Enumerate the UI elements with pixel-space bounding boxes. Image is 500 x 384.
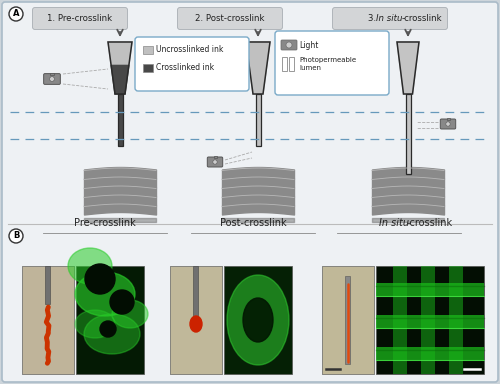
FancyBboxPatch shape — [275, 31, 389, 95]
Bar — [393, 266, 407, 374]
Circle shape — [9, 7, 23, 21]
Ellipse shape — [75, 310, 115, 338]
Ellipse shape — [112, 300, 148, 328]
Bar — [322, 266, 374, 374]
Polygon shape — [111, 65, 129, 94]
Text: Post-crosslink: Post-crosslink — [220, 218, 286, 228]
Bar — [421, 266, 435, 374]
Text: 2. Post-crosslink: 2. Post-crosslink — [195, 14, 265, 23]
Bar — [256, 94, 260, 146]
Bar — [170, 266, 222, 374]
Bar — [22, 266, 74, 374]
Circle shape — [9, 229, 23, 243]
Bar — [406, 94, 410, 174]
FancyBboxPatch shape — [44, 74, 60, 84]
Text: Light: Light — [299, 40, 318, 50]
Bar — [376, 347, 484, 361]
Circle shape — [446, 122, 450, 126]
FancyBboxPatch shape — [178, 8, 282, 30]
Bar — [289, 57, 294, 71]
Bar — [446, 118, 450, 120]
Polygon shape — [246, 42, 270, 94]
FancyBboxPatch shape — [32, 8, 128, 30]
Ellipse shape — [243, 298, 273, 342]
Bar — [376, 266, 484, 374]
Bar — [376, 266, 484, 374]
Text: -crosslink: -crosslink — [402, 14, 442, 23]
Bar — [143, 46, 153, 54]
Bar — [76, 266, 144, 374]
Bar — [22, 266, 74, 374]
Bar — [45, 266, 50, 304]
Circle shape — [85, 264, 115, 294]
Bar — [143, 64, 153, 72]
Text: A: A — [13, 10, 19, 18]
FancyBboxPatch shape — [135, 37, 249, 91]
FancyBboxPatch shape — [440, 119, 456, 129]
Bar — [50, 73, 53, 75]
Bar — [345, 276, 350, 364]
Circle shape — [110, 290, 134, 314]
Bar — [376, 315, 484, 329]
Ellipse shape — [227, 275, 289, 365]
Bar — [376, 283, 484, 297]
Bar — [76, 266, 144, 374]
Circle shape — [286, 42, 292, 48]
Text: B: B — [13, 232, 19, 240]
Polygon shape — [108, 42, 132, 65]
FancyBboxPatch shape — [208, 157, 222, 167]
Ellipse shape — [84, 314, 140, 354]
Circle shape — [100, 321, 116, 337]
Ellipse shape — [75, 272, 135, 316]
Bar — [282, 57, 287, 71]
FancyBboxPatch shape — [332, 8, 448, 30]
Bar — [170, 266, 222, 374]
Text: Uncrosslinked ink: Uncrosslinked ink — [156, 45, 224, 55]
Bar — [322, 266, 374, 374]
Text: Pre-crosslink: Pre-crosslink — [74, 218, 136, 228]
Bar — [449, 266, 463, 374]
Text: In situ: In situ — [376, 14, 402, 23]
Bar — [214, 156, 216, 158]
Text: Crosslinked ink: Crosslinked ink — [156, 63, 214, 73]
Text: 1. Pre-crosslink: 1. Pre-crosslink — [48, 14, 112, 23]
Text: In situ: In situ — [379, 218, 409, 228]
Text: -crosslink: -crosslink — [407, 218, 453, 228]
Bar — [224, 266, 292, 374]
Bar — [224, 266, 292, 374]
Polygon shape — [397, 42, 419, 94]
Bar — [193, 266, 198, 319]
Circle shape — [50, 76, 54, 81]
Ellipse shape — [68, 248, 112, 284]
Bar — [118, 94, 122, 146]
Circle shape — [213, 160, 217, 164]
Text: 3.: 3. — [368, 14, 379, 23]
FancyBboxPatch shape — [281, 40, 297, 50]
Text: Photopermeable
lumen: Photopermeable lumen — [299, 57, 356, 71]
Ellipse shape — [190, 316, 202, 332]
